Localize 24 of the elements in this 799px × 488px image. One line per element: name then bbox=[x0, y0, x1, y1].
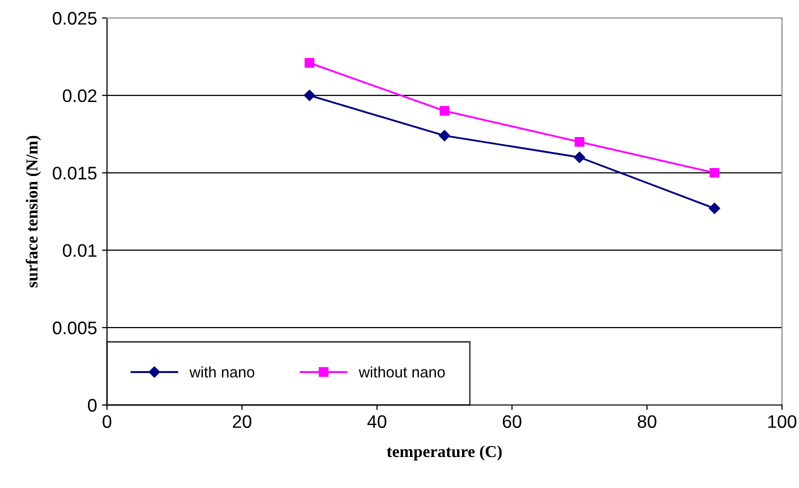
x-tick-label: 100 bbox=[768, 415, 796, 428]
y-tick-label: 0.015 bbox=[52, 166, 97, 180]
point bbox=[708, 202, 720, 214]
y-tick-label: 0.01 bbox=[62, 244, 96, 257]
legend-label: without nano bbox=[358, 366, 445, 378]
point bbox=[574, 152, 586, 163]
legend-label: with nano bbox=[189, 366, 254, 378]
x-tick-label: 40 bbox=[367, 415, 386, 428]
x-tick-label: 80 bbox=[638, 415, 656, 428]
point bbox=[574, 136, 584, 147]
y-tick-label: 0 bbox=[88, 398, 97, 412]
y-axis-title: surface tension (N/m) bbox=[26, 136, 41, 288]
point bbox=[440, 106, 450, 116]
point bbox=[438, 130, 450, 142]
x-tick-label: 20 bbox=[232, 415, 252, 428]
x-axis-title: temperature (C) bbox=[386, 445, 502, 461]
x-tick-label: 60 bbox=[502, 415, 522, 428]
point bbox=[304, 90, 316, 102]
point bbox=[710, 168, 720, 178]
y-tick-label: 0.02 bbox=[62, 89, 96, 102]
y-tick-label: 0.025 bbox=[52, 12, 97, 25]
y-tick-label: 0.005 bbox=[52, 322, 97, 334]
point bbox=[304, 58, 314, 68]
x-tick-label: 0 bbox=[102, 415, 112, 428]
